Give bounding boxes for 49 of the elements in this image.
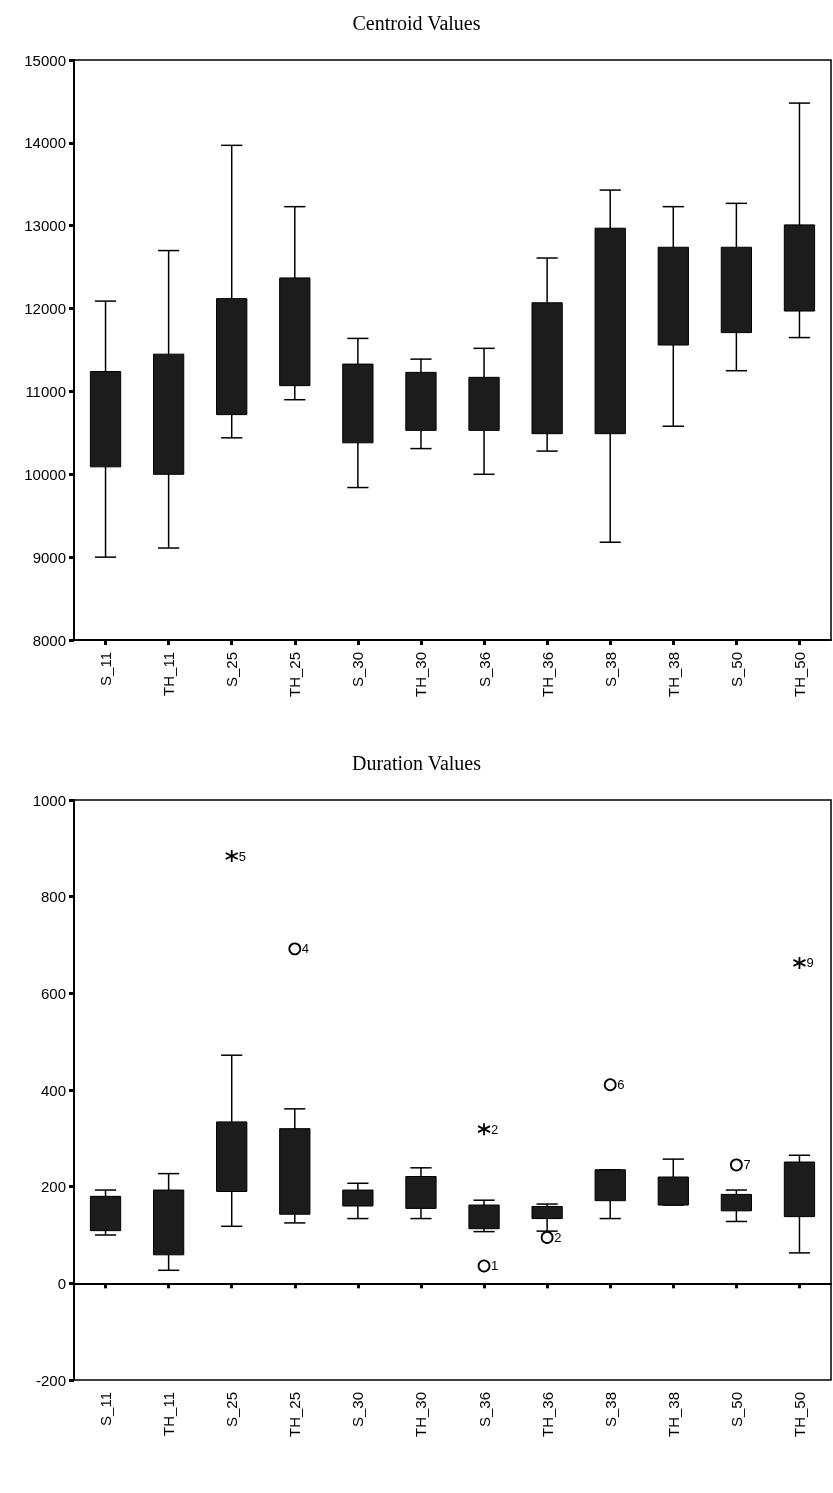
x-tick-label: S_25 (223, 652, 241, 688)
y-tick-label: 600 (40, 984, 66, 1002)
x-tick-label: S_36 (475, 1392, 493, 1428)
x-tick-label: TH_25 (286, 652, 304, 698)
chart-title: Duration Values (351, 752, 482, 774)
y-tick-label: -200 (35, 1371, 66, 1389)
y-tick-label: 9000 (32, 548, 66, 566)
y-tick-label: 14000 (24, 134, 66, 152)
annotation: 1 (491, 1258, 499, 1274)
x-tick-label: S_36 (475, 652, 493, 688)
x-tick-label: S_50 (727, 1392, 745, 1428)
annotation: 4 (301, 941, 310, 957)
x-tick-label: S_11 (97, 652, 115, 686)
annotation: 9 (806, 955, 814, 971)
x-tick-label: S_30 (349, 1392, 367, 1428)
x-tick-label: S_38 (601, 1392, 619, 1428)
x-tick-label: S_30 (349, 652, 367, 688)
x-tick-label: S_11 (97, 1392, 115, 1426)
y-tick-label: 11000 (25, 382, 66, 400)
y-tick-label: 800 (40, 888, 66, 906)
x-tick-label: TH_11 (160, 1392, 178, 1436)
x-tick-label: TH_36 (538, 1392, 556, 1438)
y-tick-label: 10000 (24, 465, 66, 483)
y-tick-label: 8000 (32, 631, 66, 649)
x-tick-label: TH_30 (412, 652, 430, 698)
x-tick-label: TH_50 (790, 1392, 808, 1438)
chart-title: Centroid Values (352, 12, 481, 34)
annotation: 6 (617, 1077, 625, 1093)
x-tick-label: TH_11 (160, 652, 178, 696)
x-tick-label: TH_30 (412, 1392, 430, 1438)
x-tick-label: TH_38 (664, 652, 682, 698)
x-tick-label: S_50 (727, 652, 745, 688)
x-tick-label: S_38 (601, 652, 619, 688)
x-tick-label: TH_38 (664, 1392, 682, 1438)
y-tick-label: 13000 (24, 217, 66, 235)
annotation: 5 (238, 848, 246, 864)
x-tick-label: TH_50 (790, 652, 808, 698)
y-tick-label: 0 (57, 1274, 66, 1292)
x-tick-label: TH_25 (286, 1392, 304, 1438)
x-tick-label: TH_36 (538, 652, 556, 698)
y-tick-label: 1000 (32, 791, 66, 809)
annotation: 2 (491, 1121, 499, 1137)
y-tick-label: 12000 (24, 300, 66, 318)
x-tick-label: S_25 (223, 1392, 241, 1428)
y-tick-label: 15000 (24, 51, 66, 69)
annotation: 2 (554, 1229, 562, 1245)
annotation: 7 (743, 1157, 751, 1173)
y-tick-label: 200 (40, 1178, 66, 1196)
y-tick-label: 400 (40, 1081, 66, 1099)
